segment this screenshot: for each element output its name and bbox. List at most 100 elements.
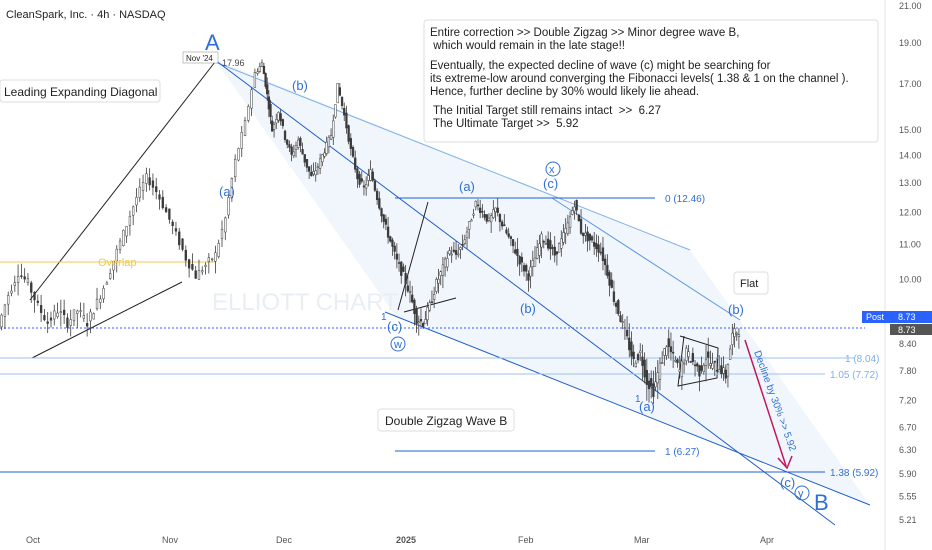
candle-body [465,231,469,239]
candle-body [243,120,247,136]
candle-body [360,178,363,182]
candle-body [115,248,118,262]
candle-body [305,159,309,168]
x-tick-label: 2025 [396,535,416,545]
watermark: ELLIOTT CHART [212,289,398,316]
candle-body [181,238,184,250]
candle-body [551,247,554,249]
candle-body [724,369,727,379]
commentary-line-7: The Ultimate Target >> 5.92 [430,118,579,130]
candle-body [737,334,741,337]
candle-body [628,337,631,351]
candle-body [647,380,651,390]
candle-body [652,383,655,397]
candle-body [3,304,7,317]
candle-body [419,318,423,322]
decline-arrow-head [777,455,793,470]
candle-body [46,321,49,324]
wave-labels: A B (a) (b) (c) 1 (a) (b) (c) (a) 1 (b) … [205,30,829,515]
candle-body [722,367,725,374]
candle-body [400,261,403,276]
x-circle [545,161,561,177]
candle-body [641,356,644,366]
candle-body [384,218,388,225]
wave-label-c-3: (c) [780,475,795,490]
candle-body [566,222,570,234]
candle-body [711,363,714,369]
candle-body [354,157,357,170]
candle-body [269,104,272,117]
candle-body [713,360,716,363]
y-tick-label: 5.55 [899,492,917,502]
candle-body [112,260,115,271]
candle-body [527,273,530,281]
candle-body [321,154,324,163]
candle-body [406,285,409,292]
candle-body [316,166,320,169]
candle-body [66,317,69,328]
candle-body [529,266,532,277]
candle-body [135,197,138,206]
candle-body [553,246,556,256]
candle-body [610,279,613,288]
candle-body [0,314,3,328]
y-tick-label: 8.40 [899,339,917,349]
wave-label-w: w [393,339,402,351]
candle-body [132,206,135,216]
candle-body [323,152,326,157]
candle-body [590,236,594,241]
x-axis-ticks: Oct Nov Dec 2025 Feb Mar Apr [26,535,774,545]
candle-body [450,253,453,256]
candle-body [437,278,440,284]
candle-body [334,104,337,118]
candle-body [468,221,471,230]
candle-body [155,186,158,193]
candle-body [351,147,355,157]
candle-body [726,363,730,377]
candle-body [224,217,227,233]
candle-body [413,299,416,314]
wave-label-a-1: (a) [219,184,235,199]
y-tick-label: 13.00 [899,178,922,188]
candle-body [718,369,721,373]
candle-body [531,260,534,267]
candle-body [292,151,295,156]
y-tick-label: 12.00 [899,207,922,217]
candle-body [171,221,174,226]
candle-body [417,321,420,324]
decline-arrow [744,339,793,470]
wave-label-c-1: (c) [387,319,402,334]
candle-body [53,310,56,320]
candle-body [422,323,425,327]
y-tick-label: 6.30 [899,445,917,455]
candle-body [23,276,26,280]
candle-body [161,196,164,209]
candle-body [540,233,543,248]
wave-b-diagonal-line [214,59,836,526]
candle-body [158,194,161,200]
candle-body [92,313,95,320]
candle-body [536,247,539,259]
candle-body [283,130,287,141]
candle-body [297,139,300,148]
candle-body [272,124,276,130]
candle-body [568,216,572,228]
y-tick-label: 5.21 [899,515,917,525]
candle-body [362,185,366,188]
candle-body [204,264,207,267]
candle-body [109,273,112,279]
candle-body [378,198,381,209]
x-tick-label: Feb [518,535,534,545]
candle-body [698,365,701,377]
x-tick-label: Apr [760,535,774,545]
candle-body [599,251,602,254]
x-tick-label: Mar [634,535,650,545]
y-axis-panel[interactable] [885,0,932,550]
candle-body [10,290,13,294]
candle-body [327,136,331,148]
candle-body [13,282,16,286]
commentary-box [423,19,879,143]
candle-body [625,329,629,337]
overlap-label: Overlap [98,257,137,269]
